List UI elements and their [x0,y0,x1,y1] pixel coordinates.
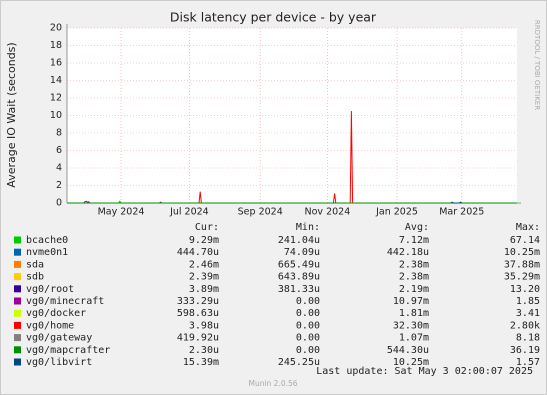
x-tick-label: Nov 2024 [305,207,351,218]
y-tick-label: 8 [56,128,62,139]
side-note: RRDTOOL / TOBI OETIKER [533,20,541,110]
legend-stat: 36.19 [510,345,540,356]
legend-stat: 3.41 [516,308,540,319]
legend-stat: 2.19m [399,284,429,295]
legend-label: bcache0 [26,235,68,246]
legend-stat: 74.09u [284,247,320,258]
legend-label: vg0/minecraft [26,296,104,307]
legend-stat: 15.39m [183,357,219,368]
legend-stat: 3.98u [189,320,219,331]
legend-stat: 2.30u [189,345,219,356]
legend-stat: 0.00 [296,308,320,319]
series-line [83,200,163,204]
legend-stat: 10.25m [393,357,429,368]
legend-stat: 544.30u [387,345,429,356]
y-tick-label: 16 [50,58,62,69]
legend-stat: 442.18u [387,247,429,258]
legend-swatch [14,236,21,244]
legend-stat: 2.38m [399,272,429,283]
legend-swatch [14,285,21,293]
x-tick-label: Jan 2025 [375,207,418,218]
legend-stat: 37.88m [504,259,540,270]
legend-stat: 241.04u [278,235,320,246]
legend-stat: 2.38m [399,259,429,270]
legend-stat: 0.00 [296,345,320,356]
legend-swatch [14,358,21,366]
legend-stat: 419.92u [177,333,219,344]
legend-stat: 9.29m [189,235,219,246]
legend-swatch [14,297,21,305]
legend-stat: 444.70u [177,247,219,258]
legend-swatch [14,334,21,342]
legend-swatch [14,346,21,354]
y-tick-label: 18 [50,40,62,51]
legend-stat: 643.89u [278,272,320,283]
y-tick-label: 6 [56,145,62,156]
series-line [198,111,354,204]
legend-stat: 1.07m [399,333,429,344]
legend-stat: 381.33u [278,284,320,295]
legend-stat: 35.29m [504,272,540,283]
legend-header: Min: [296,222,320,233]
legend-label: vg0/root [26,284,74,295]
legend-stat: 13.20 [510,284,540,295]
chart-title: Disk latency per device - by year [170,10,377,25]
y-tick-label: 10 [50,110,62,121]
legend-stat: 333.29u [177,296,219,307]
legend-header: Avg: [405,222,429,233]
legend-label: vg0/home [26,320,74,331]
legend-stat: 598.63u [177,308,219,319]
legend-stat: 2.80k [510,320,540,331]
legend-stat: 2.39m [189,272,219,283]
legend-stat: 245.25u [278,357,320,368]
series-line [118,200,122,204]
y-tick-label: 2 [56,180,62,191]
legend-stat: 10.25m [504,247,540,258]
legend-stat: 1.85 [516,296,540,307]
legend-stat: 0.00 [296,296,320,307]
legend-stat: 7.12m [399,235,429,246]
legend-stat: 665.49u [278,259,320,270]
y-tick-label: 20 [50,23,62,34]
legend-swatch [14,248,21,256]
legend-label: vg0/mapcrafter [26,345,110,356]
legend-stat: 67.14 [510,235,540,246]
legend-swatch [14,260,21,268]
y-tick-label: 0 [56,198,62,209]
legend-stat: 0.00 [296,333,320,344]
x-tick-label: Mar 2025 [439,207,484,218]
legend-label: nvme0n1 [26,247,68,258]
legend-stat: 0.00 [296,320,320,331]
y-axis-title: Average IO Wait (seconds) [5,42,18,187]
legend-swatch [14,273,21,281]
legend-swatch [14,309,21,317]
legend-stat: 32.30m [393,320,429,331]
legend-header: Cur: [195,222,219,233]
legend-stat: 3.89m [189,284,219,295]
y-tick-label: 12 [50,93,62,104]
legend-swatch [14,321,21,329]
legend-stat: 2.46m [189,259,219,270]
legend-label: vg0/docker [26,308,86,319]
legend-stat: 8.18 [516,333,540,344]
x-tick-label: Sep 2024 [238,207,283,218]
legend-label: sda [26,259,44,270]
legend-label: sdb [26,272,44,283]
x-tick-label: Jul 2024 [169,207,209,218]
last-update: Last update: Sat May 3 02:00:07 2025 [316,366,533,377]
legend-stat: 1.81m [399,308,429,319]
y-tick-label: 4 [56,163,62,174]
x-tick-label: May 2024 [98,207,145,218]
legend-header: Max: [516,222,540,233]
legend-label: vg0/libvirt [26,357,92,368]
footer: Munin 2.0.56 [248,379,297,388]
legend-label: vg0/gateway [26,333,92,344]
series-line [450,201,463,204]
y-tick-label: 14 [50,75,62,86]
legend-stat: 10.97m [393,296,429,307]
legend-stat: 1.57 [516,357,540,368]
